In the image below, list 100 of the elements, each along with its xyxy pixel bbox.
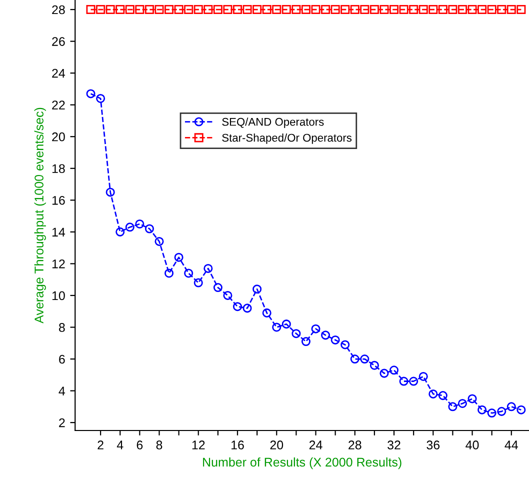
point (399, 376, 408, 386)
legend-label: Star-Shaped/Or Operators (222, 134, 352, 144)
point (380, 5, 389, 14)
point (272, 322, 282, 332)
point (252, 5, 262, 14)
point (301, 5, 310, 14)
point (204, 5, 213, 14)
point (487, 408, 496, 418)
point (154, 5, 164, 14)
point (350, 5, 360, 14)
point (409, 376, 418, 386)
point (106, 5, 115, 14)
point (516, 5, 526, 14)
point (135, 219, 144, 228)
point (96, 5, 106, 14)
point (478, 405, 487, 414)
y-tick-label: 4 (58, 386, 66, 396)
x-tick-label: 12 (192, 440, 205, 450)
point (116, 227, 125, 236)
point (184, 268, 194, 278)
y-tick-label: 22 (52, 100, 65, 110)
point (154, 236, 164, 246)
point (380, 368, 389, 378)
point (428, 389, 438, 398)
point (164, 5, 174, 14)
point (418, 372, 428, 382)
point (96, 94, 106, 104)
y-tick-label: 20 (52, 132, 65, 142)
y-tick-label: 14 (52, 228, 66, 236)
point (428, 5, 438, 14)
y-tick-label: 18 (52, 164, 65, 174)
point (125, 5, 134, 14)
point (438, 391, 448, 400)
point (468, 5, 477, 14)
point (321, 5, 330, 14)
x-tick-label: 40 (466, 440, 479, 450)
point (458, 398, 467, 408)
x-tick-label: 4 (116, 440, 124, 450)
point (223, 290, 232, 300)
point (516, 405, 526, 414)
y-tick-label: 28 (52, 5, 65, 14)
point (242, 304, 252, 313)
point (399, 5, 408, 14)
x-tick-label: 44 (504, 440, 518, 450)
x-tick-label: 32 (388, 440, 400, 450)
y-tick-label: 26 (52, 37, 65, 46)
x-tick-label: 24 (309, 440, 322, 450)
point (448, 5, 458, 14)
point (292, 329, 301, 338)
point (194, 278, 203, 288)
x-tick-label: 16 (232, 440, 244, 450)
y-tick-label: 2 (59, 418, 65, 428)
x-tick-label: 2 (98, 440, 104, 450)
point (223, 5, 232, 14)
point (340, 340, 350, 350)
point (213, 283, 222, 292)
x-tick-label: 36 (426, 440, 440, 450)
point (86, 89, 96, 98)
point (311, 324, 320, 334)
point (497, 406, 506, 416)
point (389, 366, 399, 375)
point (204, 264, 213, 273)
x-tick-label: 28 (348, 440, 362, 450)
point (360, 5, 370, 14)
point (262, 308, 272, 318)
point (232, 302, 242, 312)
point (448, 402, 458, 412)
point (321, 330, 330, 340)
point (106, 188, 115, 197)
y-tick-label: 6 (59, 354, 65, 364)
point (292, 5, 301, 14)
point (144, 5, 154, 14)
point (330, 5, 340, 14)
x-tick-label: 6 (136, 440, 143, 450)
point (184, 5, 194, 14)
point (350, 354, 360, 364)
point (458, 5, 467, 14)
legend-label: SEQ/AND Operators (222, 118, 324, 128)
point (370, 360, 379, 370)
point (330, 335, 340, 344)
point (116, 5, 125, 14)
y-tick-label: 16 (52, 196, 65, 205)
point (252, 284, 262, 294)
point (86, 5, 96, 14)
point (409, 5, 418, 14)
y-tick-label: 12 (52, 260, 65, 268)
point (282, 5, 291, 14)
point (340, 5, 350, 14)
point (272, 5, 282, 14)
x-axis-title: Number of Results (X 2000 Results) (203, 457, 402, 470)
point (487, 5, 496, 14)
point (478, 5, 487, 14)
point (301, 337, 310, 346)
point (506, 5, 516, 14)
point (194, 5, 203, 14)
point (370, 5, 379, 14)
point (360, 354, 370, 364)
point (164, 268, 174, 278)
point (144, 224, 154, 234)
point (242, 5, 252, 14)
